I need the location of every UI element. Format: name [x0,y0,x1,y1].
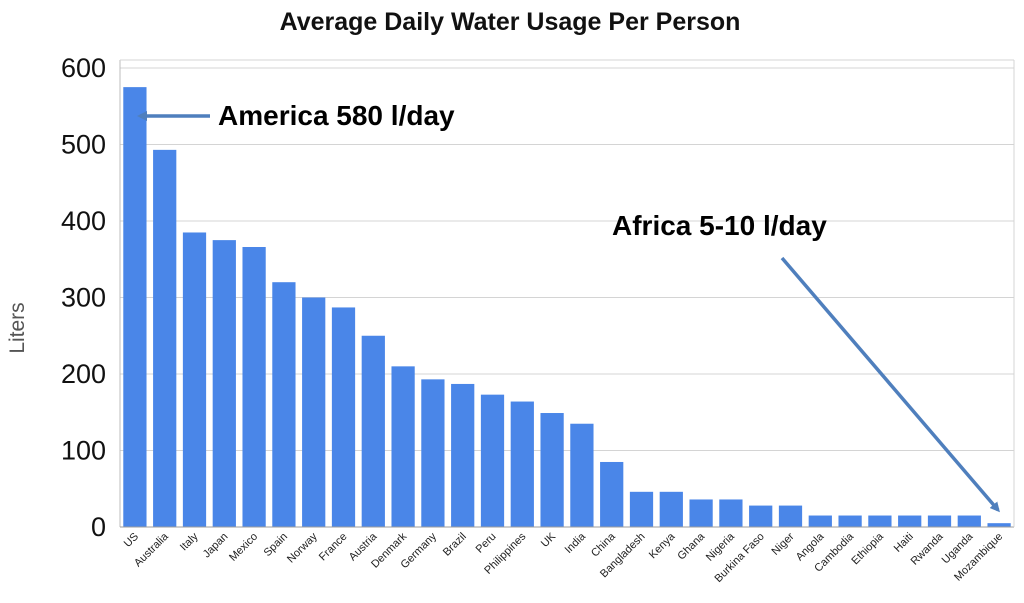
bar-mozambique [987,523,1011,527]
annotation-america: America 580 l/day [218,100,455,131]
x-tick-label: Italy [178,530,201,553]
x-tick-label: Niger [770,530,797,557]
y-tick-labels: 0 100 200 300 400 500 600 [61,53,106,542]
x-tick-label: Norway [285,530,320,565]
bar-kenya [659,491,683,527]
y-tick-label: 400 [61,206,106,236]
bar-niger [778,505,803,527]
bar-india [570,423,594,527]
x-tick-label: Rwanda [909,530,947,568]
bar-italy [182,232,207,527]
bar-rwanda [927,515,952,527]
x-tick-label: Ghana [675,530,707,562]
annotations: America 580 l/day Africa 5-10 l/day [137,100,1000,513]
x-tick-label: Spain [262,531,290,559]
bar-peru [480,394,505,527]
bar-mexico [242,247,266,527]
bar-uganda [957,515,981,527]
x-tick-label: US [122,531,141,550]
x-tick-label: Haiti [892,531,916,555]
bar-ethiopia [868,515,892,527]
x-tick-label: France [317,531,350,564]
bar-australia [153,149,177,528]
bar-denmark [391,366,415,527]
bar-brazil [451,383,475,527]
bar-burkina-faso [749,505,773,527]
bar-france [331,307,356,527]
y-tick-label: 500 [61,130,106,160]
bars [123,87,1011,528]
bar-uk [540,413,564,527]
bar-nigeria [719,499,743,527]
x-tick-label: Australia [132,530,171,569]
bar-philippines [510,401,534,527]
x-tick-label: Brazil [441,531,469,559]
y-tick-label: 0 [91,512,106,542]
bar-bangladesh [629,491,654,527]
bar-spain [272,282,296,527]
axes [119,59,1015,528]
x-tick-label: Japan [201,531,231,561]
bar-china [600,461,624,527]
y-tick-label: 100 [61,436,106,466]
x-tick-label: Kenya [647,530,678,561]
y-tick-label: 600 [61,53,106,83]
x-tick-label: Peru [474,531,499,556]
x-tick-label: Mexico [227,531,260,564]
bar-cambodia [838,515,862,527]
y-axis-label: Liters [6,302,29,353]
bar-germany [421,379,445,527]
bar-austria [361,335,385,527]
x-tick-label: India [563,530,589,556]
bar-haiti [898,515,922,527]
bar-japan [212,240,236,527]
y-tick-label: 200 [61,359,106,389]
annotation-africa: Africa 5-10 l/day [612,210,827,241]
bar-us [123,87,147,527]
annotation-arrow-africa [780,256,1000,513]
x-tick-label: Ethiopia [849,530,886,567]
chart-title: Average Daily Water Usage Per Person [280,8,741,36]
bar-norway [302,297,326,527]
y-tick-label: 300 [61,283,106,313]
bar-angola [808,515,832,527]
x-tick-label: UK [539,530,559,550]
bar-ghana [689,499,713,527]
gridlines [120,67,1014,451]
